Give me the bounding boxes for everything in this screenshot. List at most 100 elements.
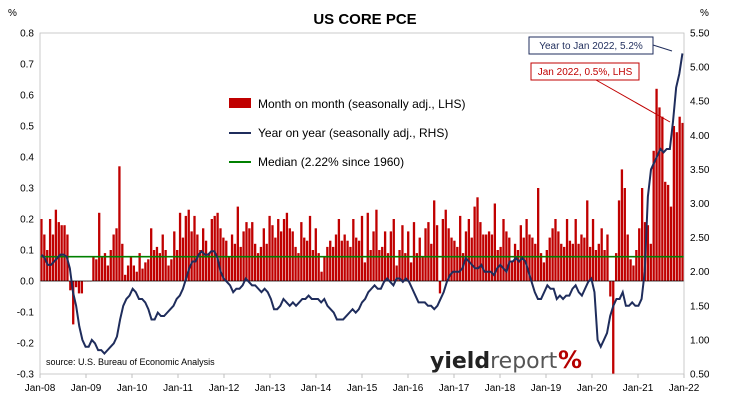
mom-bar [271,225,274,281]
mom-bar [635,250,638,281]
x-tick-label: Jan-17 [439,383,470,394]
mom-bar [337,219,341,281]
mom-bar [230,234,234,281]
mom-bar [516,250,520,281]
mom-bar [265,243,268,281]
annotation-mom: Jan 2022, 0.5%, LHS [530,62,671,123]
mom-bar [479,222,482,281]
mom-bar [398,250,401,281]
mom-bar [51,234,55,281]
legend-label-mom: Month on month (seasonally adj., LHS) [258,97,465,111]
svg-text:yieldreport: yieldreport [430,349,558,374]
mom-bar [609,281,612,297]
mom-bar [678,116,681,281]
left-tick-label: -0.2 [17,339,35,350]
mom-bar [161,234,164,281]
left-tick-label: 0.4 [20,153,34,164]
mom-bar [150,228,153,281]
mom-bar [681,122,684,282]
mom-bar [493,203,496,281]
mom-bar [565,219,569,281]
mom-bar [511,262,514,281]
mom-bar [331,246,335,281]
mom-bar [112,234,115,281]
mom-bar [548,237,551,281]
mom-bar [115,228,118,281]
mom-bar [323,256,326,281]
mom-bar [103,253,107,281]
mom-bar [672,126,676,281]
mom-bar [207,253,211,281]
mom-bar [418,237,421,281]
right-tick-label: 2.50 [690,233,710,244]
right-tick-label: 1.50 [690,301,710,312]
mom-bar [178,212,182,281]
mom-bar [412,222,416,281]
mom-bar [563,246,566,281]
left-tick-label: 0.1 [20,246,34,257]
mom-bar [349,246,352,281]
mom-bar [435,225,439,281]
mom-bar [57,222,60,281]
mom-bar [586,200,589,281]
mom-bar [329,240,332,281]
right-axis-ticks: 0.50 1.00 1.50 2.00 2.50 3.00 3.50 4.00 4.50 5.00… [690,29,710,381]
left-tick-label: 0.3 [20,184,34,195]
left-tick-label: 0.5 [20,122,34,133]
mom-bar [147,259,150,281]
logo-percent-icon: % [558,346,582,374]
right-tick-label: 5.50 [690,29,710,40]
mom-bar [77,281,81,294]
mom-bar [574,219,577,281]
mom-bar [482,234,485,281]
mom-bar [652,150,655,281]
x-tick-label: Jan-13 [255,383,286,394]
mom-bar [525,219,528,281]
mom-bar [640,188,644,281]
right-tick-label: 4.50 [690,97,710,108]
mom-bar [623,188,626,281]
mom-bar [554,219,557,281]
x-tick-label: Jan-22 [669,383,700,394]
mom-bar [438,281,442,294]
mom-bar [519,225,522,281]
mom-bar [251,222,254,281]
mom-bar [496,250,499,281]
mom-bar [326,246,329,281]
mom-bar [199,250,202,281]
mom-bar [357,240,361,281]
mom-bar [121,243,124,281]
mom-bar [441,219,445,281]
mom-bar [294,246,297,281]
left-tick-label: -0.1 [17,308,35,319]
mom-bar [577,243,580,281]
mom-bar [63,225,66,281]
x-tick-label: Jan-12 [209,383,240,394]
mom-bar [167,265,170,281]
left-tick-label: 0.2 [20,215,34,226]
mom-bar [476,197,479,281]
mom-bar [155,246,159,281]
mom-bar [184,215,187,281]
mom-bar [346,240,349,281]
mom-bar [395,265,398,281]
mom-bar [392,219,395,281]
mom-bar [256,253,260,281]
x-tick-label: Jan-19 [531,383,562,394]
mom-bar [430,243,433,281]
left-axis-ticks: -0.3 -0.2 -0.1 0.0 0.1 0.2 0.3 0.4 0.5 0.6 0.7 0.8 [17,29,35,381]
mom-bar [158,253,161,281]
mom-bar [239,246,242,281]
mom-bar [378,250,381,281]
mom-bar [259,246,263,281]
mom-bar [612,281,615,374]
left-tick-label: -0.3 [17,370,35,381]
mom-bar [404,253,407,281]
mom-bar [447,228,450,281]
logo-word-report: report [490,349,558,374]
mom-bars [40,88,684,374]
mom-bar [202,228,205,281]
mom-bar [300,222,303,281]
mom-bar [118,166,121,281]
x-tick-label: Jan-11 [163,383,193,394]
